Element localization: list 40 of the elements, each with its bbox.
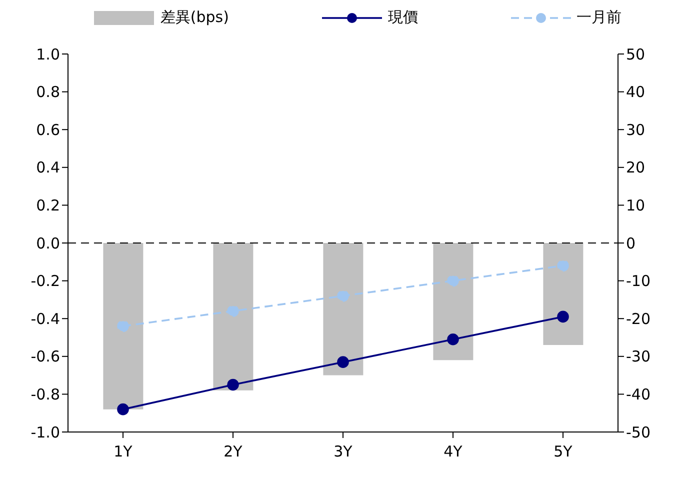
point [227,378,239,391]
y-tick-label: 0.0 [36,234,60,252]
point [557,310,569,323]
y2-tick-label: -20 [626,310,650,328]
x-tick-label: 2Y [224,442,244,461]
point [337,356,349,368]
y2-tick-label: 30 [626,120,646,139]
y-tick-label: 0.2 [36,196,60,215]
y2-tick-label: 20 [626,158,646,177]
y-tick-label: -1.0 [30,423,60,442]
x-tick-label: 1Y [114,442,134,461]
y2-tick-label: -10 [626,272,650,290]
point [227,305,239,317]
y2-tick-label: -30 [626,348,650,366]
y-tick-label: -0.8 [30,386,60,404]
y2-tick-label: 0 [626,234,636,252]
y-tick-label: 0.6 [36,120,60,139]
y-tick-label: -0.4 [30,310,60,328]
y-tick-label: 0.4 [36,158,60,177]
y-tick-label: 1.0 [36,45,60,64]
y2-tick-label: 10 [626,196,646,215]
y2-tick-label: 40 [626,83,646,102]
point [337,290,349,302]
point [117,320,129,332]
y2-tick-label: -40 [626,386,650,404]
point [117,403,129,416]
legend-label: 一月前 [576,8,622,27]
y2-tick-label: -50 [626,423,650,442]
y-tick-label: -0.2 [30,272,60,290]
y-tick-label: -0.6 [30,348,60,366]
x-tick-label: 5Y [554,442,574,461]
y-tick-label: 0.8 [36,83,60,102]
point [447,274,459,287]
x-tick-label: 4Y [444,442,464,461]
legend-label: 差異(bps) [160,8,229,27]
point [447,333,459,346]
point [557,260,569,272]
x-tick-label: 3Y [334,442,354,461]
y2-tick-label: 50 [626,45,646,64]
legend-label: 現價 [388,8,418,27]
